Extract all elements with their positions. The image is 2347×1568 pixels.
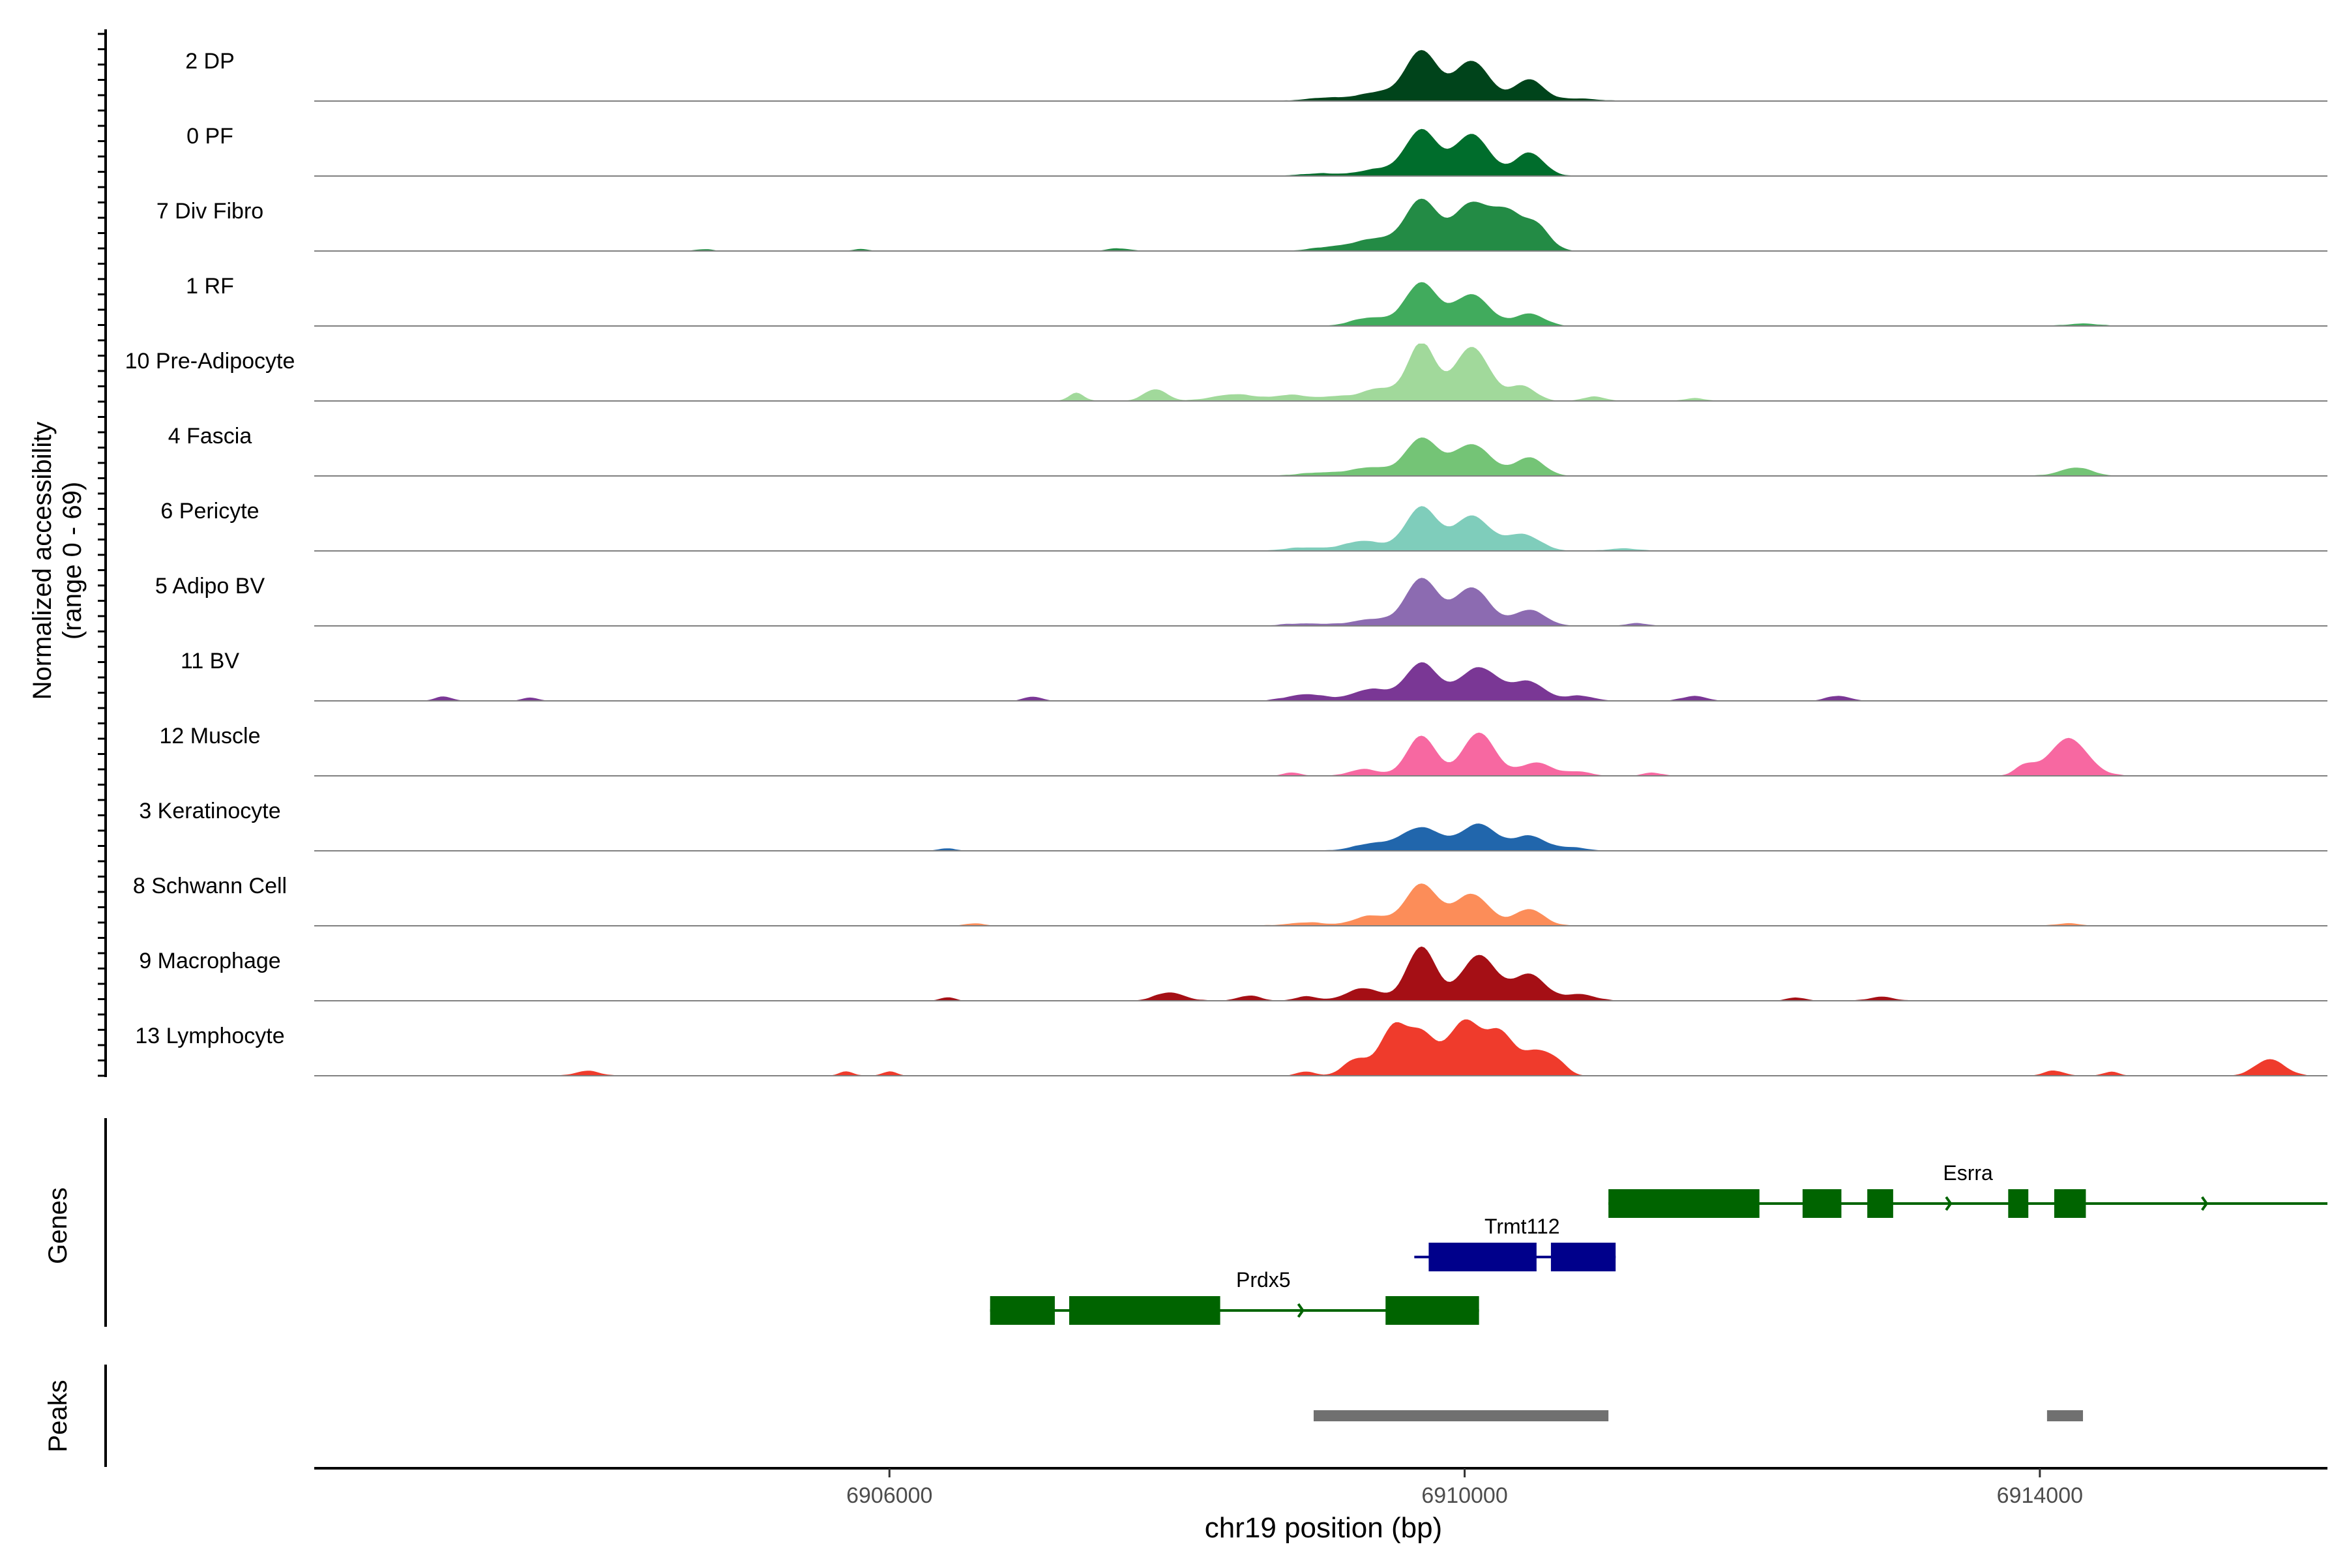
coverage-area <box>314 344 2327 401</box>
gene-track: Esrra Trmt112 Prdx5 <box>990 1161 2327 1325</box>
peak-track <box>1313 1410 2084 1421</box>
x-tick-label: 6906000 <box>846 1483 932 1508</box>
track-2: 0 PF <box>186 124 2327 177</box>
x-tick-label: 6914000 <box>1997 1483 2083 1508</box>
track-label: 6 Pericyte <box>160 499 259 524</box>
peak-region <box>2046 1410 2084 1421</box>
track-11: 3 Keratinocyte <box>139 799 2327 851</box>
gene-name-label: Esrra <box>1943 1161 1993 1185</box>
track-label: 2 DP <box>185 49 235 74</box>
track-label: 5 Adipo BV <box>155 574 265 599</box>
gene-name-label: Trmt112 <box>1484 1215 1560 1238</box>
gene-name-label: Prdx5 <box>1236 1268 1291 1292</box>
gene-exon <box>2008 1189 2029 1218</box>
track-1: 2 DP <box>185 49 2327 102</box>
genes-label: Genes <box>44 1187 72 1264</box>
strand-arrow <box>2201 1196 2209 1211</box>
track-5: 10 Pre-Adipocyte <box>125 344 2327 402</box>
peak-region <box>1313 1410 1609 1421</box>
track-14: 13 Lymphocyte <box>135 1019 2327 1076</box>
coverage-tracks: 2 DP 0 PF 7 Div Fibro 1 RF 10 Pre-Adipocyte 4… <box>125 49 2327 1076</box>
track-8: 5 Adipo BV <box>155 574 2327 627</box>
gene-exon <box>1802 1189 1842 1218</box>
track-6: 4 Fascia <box>168 424 2327 477</box>
track-9: 11 BV <box>181 649 2327 702</box>
track-label: 1 RF <box>186 274 234 299</box>
coverage-area <box>314 506 2327 551</box>
gene-exon <box>1608 1189 1760 1218</box>
coverage-area <box>314 1019 2327 1076</box>
track-12: 8 Schwann Cell <box>133 874 2327 926</box>
gene-prdx5: Prdx5 <box>990 1268 1479 1325</box>
track-label: 12 Muscle <box>160 724 261 748</box>
gene-esrra: Esrra <box>1608 1161 2327 1218</box>
track-label: 13 Lymphocyte <box>135 1024 284 1048</box>
coverage-area <box>314 128 2327 176</box>
strand-arrow <box>1297 1303 1305 1318</box>
coverage-ylabel: Normalized accessibility <box>28 422 57 700</box>
coverage-area <box>314 823 2327 851</box>
x-tick-label: 6910000 <box>1421 1483 1507 1508</box>
track-7: 6 Pericyte <box>160 499 2327 552</box>
track-4: 1 RF <box>186 274 2327 327</box>
coverage-area <box>314 198 2327 251</box>
track-13: 9 Macrophage <box>139 946 2327 1001</box>
gene-exon <box>1385 1296 1479 1325</box>
strand-arrow <box>1945 1196 1953 1211</box>
coverage-area <box>314 946 2327 1001</box>
coverage-area <box>314 662 2327 701</box>
gene-exon <box>1550 1243 1616 1271</box>
track-10: 12 Muscle <box>160 724 2327 777</box>
track-3: 7 Div Fibro <box>156 198 2327 252</box>
gene-exon <box>2054 1189 2086 1218</box>
gene-exon <box>1867 1189 1893 1218</box>
gene-exon <box>1428 1243 1537 1271</box>
peaks-label: Peaks <box>44 1380 72 1452</box>
axes: 6906000 6910000 6914000 <box>98 29 2327 1508</box>
coverage-area <box>314 282 2327 326</box>
coverage-area <box>314 578 2327 626</box>
coverage-area <box>314 437 2327 476</box>
track-label: 0 PF <box>186 124 233 149</box>
gene-exon <box>1069 1296 1220 1325</box>
coverage-range-label: (range 0 - 69) <box>58 482 87 640</box>
track-label: 11 BV <box>181 649 239 673</box>
coverage-area <box>314 50 2327 101</box>
track-label: 8 Schwann Cell <box>133 874 287 898</box>
track-label: 7 Div Fibro <box>156 199 263 224</box>
track-label: 9 Macrophage <box>139 949 280 973</box>
x-axis-label: chr19 position (bp) <box>1205 1512 1442 1544</box>
track-label: 10 Pre-Adipocyte <box>125 349 295 374</box>
coverage-area <box>314 732 2327 776</box>
track-label: 3 Keratinocyte <box>139 799 280 823</box>
gene-trmt112: Trmt112 <box>1414 1215 1616 1271</box>
track-label: 4 Fascia <box>168 424 252 449</box>
gene-exon <box>990 1296 1055 1325</box>
coverage-area <box>314 883 2327 926</box>
